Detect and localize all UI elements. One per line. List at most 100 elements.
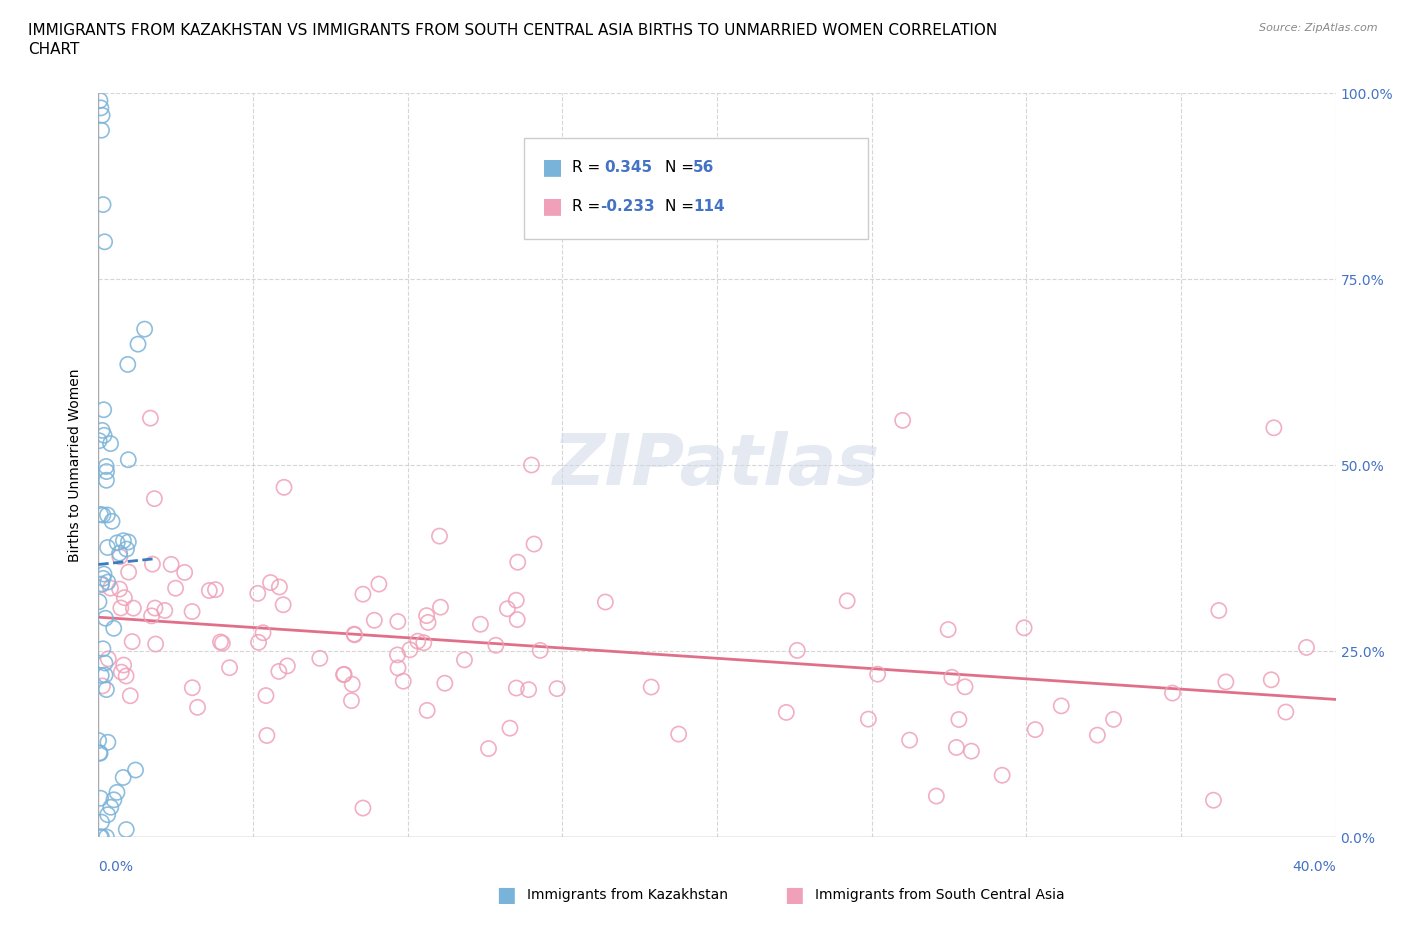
Point (1275, 705, 1298, 720)
Point (1161, 685, 1184, 700)
Point (124, 763, 146, 777)
Text: Immigrants from South Central Asia: Immigrants from South Central Asia (815, 887, 1066, 902)
Point (91, 508, 114, 523)
Point (387, 660, 409, 675)
Point (477, 741, 499, 756)
Point (96, 682, 118, 697)
Point (505, 592, 527, 607)
Point (89, 93, 111, 108)
Point (181, 604, 204, 619)
Point (103, 792, 125, 807)
Point (105, 536, 128, 551)
Point (925, 789, 948, 804)
Point (246, 586, 269, 601)
Point (252, 625, 274, 640)
Point (117, 565, 139, 579)
Point (1208, 603, 1230, 618)
Point (505, 681, 527, 696)
Point (332, 667, 354, 682)
Point (529, 643, 551, 658)
Point (936, 622, 959, 637)
Point (352, 801, 374, 816)
Point (97, 575, 120, 590)
Point (89, 830, 111, 844)
Point (93, 403, 115, 418)
Point (90, 123, 112, 138)
Text: ■: ■ (543, 157, 562, 178)
Point (153, 603, 176, 618)
Text: N =: N = (665, 199, 699, 214)
Point (165, 580, 187, 595)
Point (211, 636, 233, 651)
Point (115, 541, 138, 556)
Point (117, 535, 139, 550)
Text: 0.345: 0.345 (605, 160, 652, 175)
Point (91, 197, 114, 212)
Point (392, 673, 415, 688)
Point (1102, 712, 1125, 727)
Point (87, 733, 110, 748)
Point (204, 582, 226, 597)
Point (89, 433, 111, 448)
Point (96, 508, 118, 523)
Point (470, 617, 492, 631)
Point (1087, 727, 1109, 742)
Point (209, 634, 232, 649)
Point (90, 790, 112, 805)
Point (433, 676, 456, 691)
Point (141, 557, 163, 572)
Point (89, 746, 111, 761)
Text: R =: R = (572, 160, 606, 175)
Point (143, 491, 166, 506)
Point (90, 578, 112, 592)
Text: CHART: CHART (28, 42, 80, 57)
Point (941, 670, 963, 684)
Point (866, 667, 889, 682)
Point (97, 735, 120, 750)
Point (517, 683, 540, 698)
Point (786, 643, 808, 658)
Point (1215, 674, 1237, 689)
Point (453, 653, 475, 668)
Point (115, 822, 138, 837)
Point (141, 608, 163, 623)
Point (412, 635, 434, 650)
Point (97, 807, 120, 822)
Point (91, 108, 114, 123)
Point (342, 677, 364, 692)
Point (94, 611, 117, 626)
Point (891, 413, 914, 428)
Text: 114: 114 (693, 199, 724, 214)
Point (94, 656, 117, 671)
Point (112, 770, 135, 785)
Point (173, 565, 195, 579)
Point (100, 580, 122, 595)
Point (506, 612, 529, 627)
Point (115, 669, 138, 684)
Text: ■: ■ (543, 196, 562, 217)
Point (110, 601, 132, 616)
Text: N =: N = (665, 160, 699, 175)
Point (523, 537, 546, 551)
Point (97, 651, 120, 666)
Point (117, 452, 139, 467)
Point (256, 728, 278, 743)
Point (775, 705, 797, 720)
Point (94, 459, 117, 474)
Point (1012, 620, 1035, 635)
Point (273, 480, 295, 495)
Point (89, 746, 111, 761)
Point (1202, 792, 1225, 807)
Point (399, 643, 422, 658)
Point (112, 533, 135, 548)
Point (94, 668, 117, 683)
Point (143, 601, 166, 616)
Text: -0.233: -0.233 (600, 199, 655, 214)
Point (110, 665, 132, 680)
Point (108, 581, 131, 596)
Point (595, 594, 617, 609)
Point (945, 740, 967, 755)
Point (93, 428, 115, 443)
Point (352, 587, 374, 602)
Point (308, 651, 330, 666)
